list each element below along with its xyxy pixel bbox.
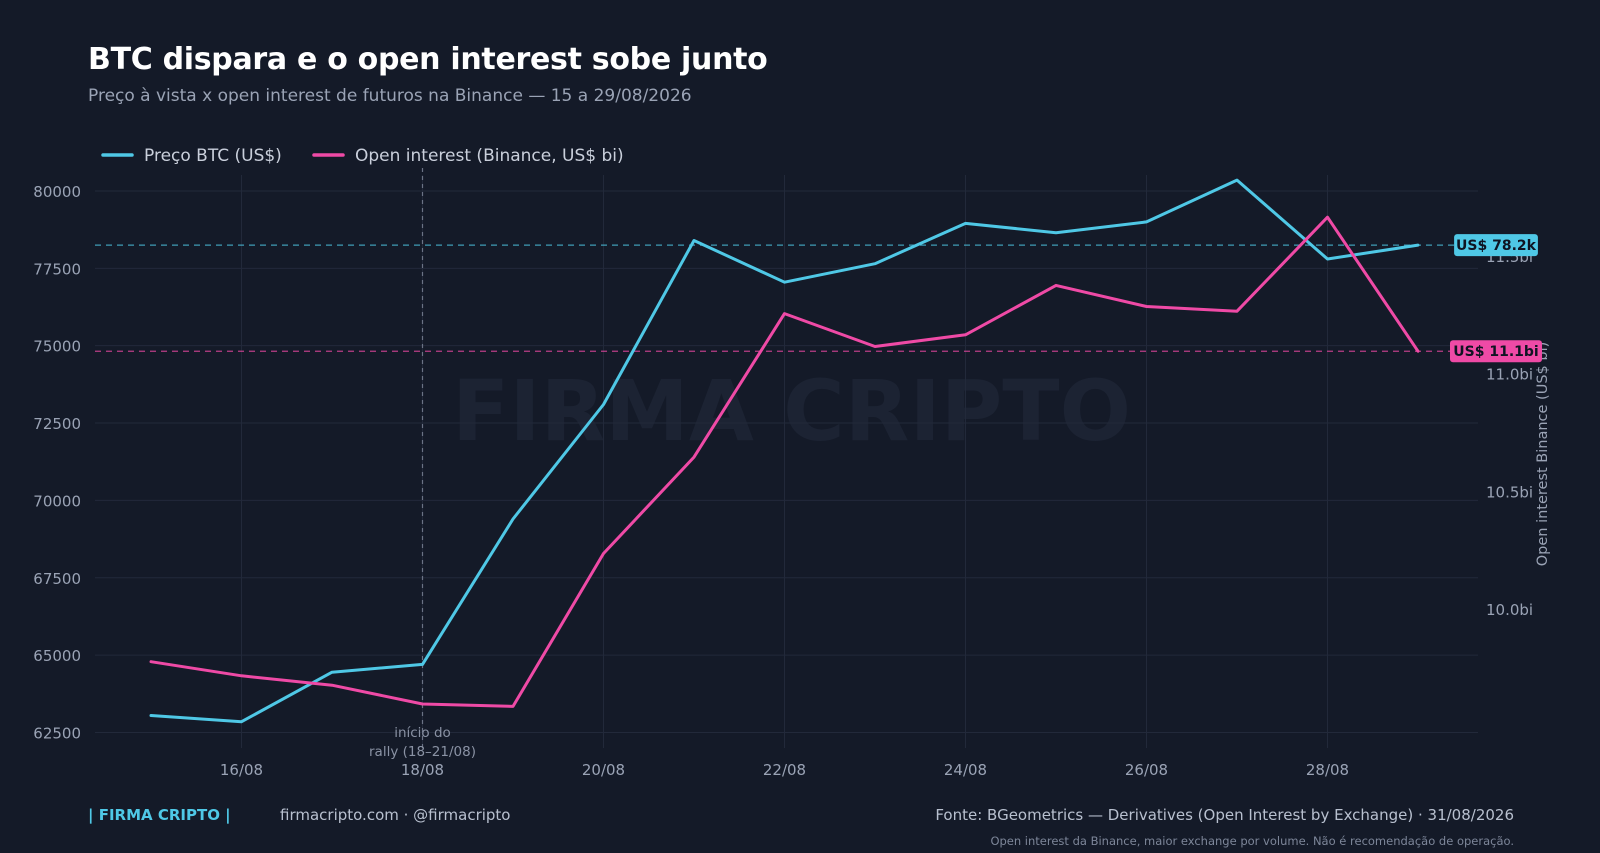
- series-line: [149, 178, 1420, 724]
- x-tick-label: 28/08: [1306, 761, 1349, 779]
- x-tick-label: 26/08: [1125, 761, 1168, 779]
- annotations: início do rally (18–21/08): [369, 168, 476, 760]
- y-right-axis-label: Open interest Binance (US$ bi): [1535, 342, 1551, 567]
- y-left-tick-label: 75000: [33, 338, 81, 356]
- chart-title: BTC dispara e o open interest sobe junto: [88, 42, 768, 77]
- legend: Preço BTC (US$) Open interest (Binance, U…: [101, 146, 624, 166]
- reference-lines: [95, 244, 1478, 352]
- value-badge: [1454, 234, 1538, 257]
- legend-label: Preço BTC (US$): [144, 146, 282, 166]
- y-right-tick-label: 10.5bi: [1486, 483, 1533, 501]
- value-badges: US$ 78.2k US$ 11.1bi: [1450, 234, 1542, 363]
- annotation-text: início do: [394, 725, 451, 741]
- legend-label: Open interest (Binance, US$ bi): [355, 146, 624, 166]
- x-tick-label: 16/08: [220, 761, 263, 779]
- x-tick-label: 18/08: [401, 761, 444, 779]
- y-left-tick-label: 67500: [33, 570, 81, 588]
- x-tick-label: 20/08: [582, 761, 625, 779]
- watermark: FIRMA CRIPTO: [452, 362, 1131, 460]
- chart-subtitle: Preço à vista x open interest de futuros…: [88, 86, 692, 106]
- value-badge-label: US$ 78.2k: [1456, 238, 1537, 254]
- y-left-tick-label: 72500: [33, 415, 81, 433]
- y-left-tick-label: 77500: [33, 260, 81, 278]
- value-badge-label: US$ 11.1bi: [1453, 344, 1538, 360]
- y-right-tick-label: 11.0bi: [1486, 366, 1533, 384]
- y-left-tick-label: 80000: [33, 183, 81, 201]
- footer-source: Fonte: BGeometrics — Derivatives (Open I…: [935, 806, 1514, 824]
- y-left-tick-label: 65000: [33, 647, 81, 665]
- value-badge: [1450, 340, 1542, 363]
- x-tick-label: 24/08: [944, 761, 987, 779]
- footer-brand: | FIRMA CRIPTO |: [88, 806, 231, 824]
- y-left-tick-label: 62500: [33, 725, 81, 743]
- axes: 62500 65000 67500 70000 72500 75000 77500 80000…: [33, 183, 1551, 779]
- footer-note: Open interest da Binance, maior exchange…: [990, 834, 1514, 848]
- annotation-text: rally (18–21/08): [369, 744, 476, 760]
- series-line: [149, 215, 1420, 708]
- y-right-tick-label: 10.0bi: [1486, 601, 1533, 619]
- footer-links: firmacripto.com · @firmacripto: [280, 806, 511, 824]
- series-lines: [149, 178, 1420, 724]
- chart-grid: [95, 175, 1478, 748]
- watermark-text: FIRMA CRIPTO: [452, 362, 1131, 460]
- y-left-tick-label: 70000: [33, 492, 81, 510]
- x-tick-label: 22/08: [763, 761, 806, 779]
